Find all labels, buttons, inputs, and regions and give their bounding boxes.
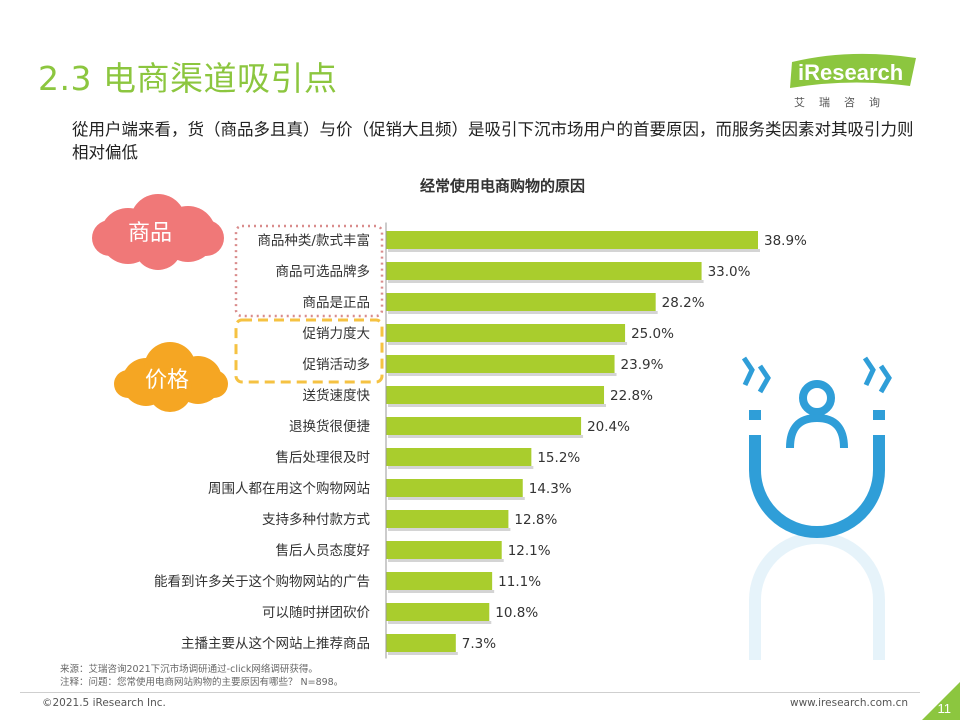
bar-shadow bbox=[388, 497, 525, 500]
value-label: 28.2% bbox=[662, 295, 705, 311]
bar-shadow bbox=[388, 621, 492, 624]
category-label: 支持多种付款方式 bbox=[262, 511, 370, 528]
bar bbox=[386, 262, 702, 280]
bar bbox=[386, 634, 456, 652]
category-label: 促销力度大 bbox=[303, 326, 371, 342]
magnet-reflection-icon bbox=[749, 532, 885, 660]
value-label: 25.0% bbox=[631, 326, 674, 342]
category-label: 可以随时拼团砍价 bbox=[262, 605, 370, 621]
logo-tagline: 艾瑞咨询 bbox=[794, 96, 894, 109]
bar bbox=[386, 231, 758, 249]
category-label: 商品可选品牌多 bbox=[276, 263, 371, 280]
bar bbox=[386, 541, 502, 559]
page-number: 11 bbox=[937, 701, 952, 716]
bar-shadow bbox=[388, 249, 760, 252]
category-label: 周围人都在用这个购物网站 bbox=[208, 480, 370, 497]
value-label: 14.3% bbox=[529, 481, 572, 497]
value-label: 38.9% bbox=[764, 233, 807, 249]
goods-highlight-box bbox=[234, 224, 384, 318]
price-highlight-box bbox=[234, 318, 384, 384]
bar bbox=[386, 479, 523, 497]
bar bbox=[386, 603, 490, 621]
goods-cloud-shape bbox=[92, 194, 224, 270]
bar-shadow bbox=[388, 559, 504, 562]
website-link: www.iresearch.com.cn bbox=[790, 697, 909, 709]
logo-brand: iResearch bbox=[798, 60, 904, 85]
category-label: 能看到许多关于这个购物网站的广告 bbox=[154, 573, 370, 590]
category-label: 主播主要从这个网站上推荐商品 bbox=[181, 635, 370, 652]
value-label: 15.2% bbox=[537, 450, 580, 466]
category-label: 商品是正品 bbox=[303, 295, 371, 311]
bar bbox=[386, 510, 509, 528]
category-label: 促销活动多 bbox=[303, 356, 371, 373]
logo-swoosh-icon bbox=[790, 53, 916, 88]
bar-shadow bbox=[388, 466, 534, 469]
page-corner-shape bbox=[922, 682, 960, 720]
bar bbox=[386, 355, 615, 373]
bar-shadow bbox=[388, 404, 607, 407]
value-label: 12.8% bbox=[514, 512, 557, 528]
value-label: 20.4% bbox=[587, 419, 630, 435]
bars-layer: 商品种类/款式丰富 38.9% 商品可选品牌多 33.0% 商品是正品 28.2% 促销力度… bbox=[154, 222, 807, 659]
bar bbox=[386, 448, 532, 466]
page-subtitle: 從用户端来看，货（商品多且真）与价（促销大且频）是吸引下沉市场用户的首要原因，而… bbox=[72, 120, 914, 162]
value-label: 23.9% bbox=[621, 357, 664, 373]
bar bbox=[386, 386, 605, 404]
bar bbox=[386, 293, 656, 311]
question-note: 注释：问题：您常使用电商网站购物的主要原因有哪些？ N=898。 bbox=[60, 677, 344, 688]
footer-divider bbox=[20, 692, 920, 693]
category-label: 退换货很便捷 bbox=[289, 418, 370, 435]
source-note: 来源：艾瑞咨询2021下沉市场调研通过-click网络调研获得。 bbox=[60, 664, 318, 675]
bar-shadow bbox=[388, 342, 628, 345]
price-cloud-shape bbox=[114, 342, 228, 412]
category-label: 售后处理很及时 bbox=[276, 450, 371, 466]
value-label: 22.8% bbox=[610, 388, 653, 404]
bar bbox=[386, 324, 626, 342]
price-cloud-label: 价格 bbox=[145, 368, 190, 393]
category-label: 送货速度快 bbox=[303, 387, 371, 404]
value-label: 12.1% bbox=[508, 543, 551, 559]
value-label: 33.0% bbox=[708, 264, 751, 280]
iresearch-logo: iResearch 艾瑞咨询 bbox=[790, 52, 920, 112]
bar-shadow bbox=[388, 528, 511, 531]
bar-shadow bbox=[388, 435, 584, 438]
magnet-user-icon bbox=[741, 356, 892, 538]
bar-shadow bbox=[388, 373, 617, 376]
bar bbox=[386, 572, 493, 590]
value-label: 11.1% bbox=[498, 574, 541, 590]
copyright: ©2021.5 iResearch Inc. bbox=[42, 697, 166, 709]
page-title: 2.3 电商渠道吸引点 bbox=[38, 59, 338, 98]
category-label: 商品种类/款式丰富 bbox=[257, 232, 370, 249]
category-label: 售后人员态度好 bbox=[276, 543, 371, 559]
value-label: 7.3% bbox=[462, 636, 496, 652]
bar-shadow bbox=[388, 652, 458, 655]
bar-shadow bbox=[388, 590, 495, 593]
bar-shadow bbox=[388, 280, 704, 283]
bar-shadow bbox=[388, 311, 658, 314]
value-label: 10.8% bbox=[495, 605, 538, 621]
goods-cloud-label: 商品 bbox=[128, 221, 173, 246]
chart-title: 经常使用电商购物的原因 bbox=[419, 177, 585, 195]
bar bbox=[386, 417, 582, 435]
